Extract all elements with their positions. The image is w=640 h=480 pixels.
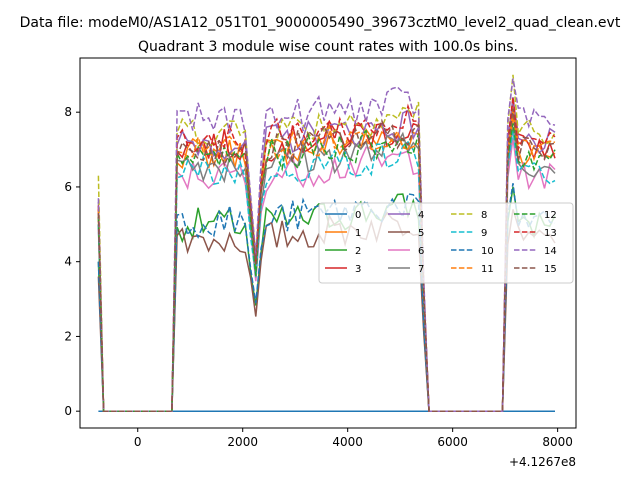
- legend-label-7: 7: [418, 264, 424, 275]
- legend-label-6: 6: [418, 246, 424, 257]
- y-tick-label: 0: [64, 404, 72, 418]
- legend-label-4: 4: [418, 210, 424, 221]
- y-tick-label: 6: [64, 180, 72, 194]
- series-line-13: [97, 97, 556, 412]
- y-tick-label: 2: [64, 329, 72, 343]
- legend-box: [318, 202, 574, 284]
- legend-label-14: 14: [544, 246, 557, 257]
- legend-label-0: 0: [355, 210, 361, 221]
- legend-label-8: 8: [481, 210, 487, 221]
- chart-title: Quadrant 3 module wise count rates with …: [138, 39, 518, 55]
- x-tick-label: 8000: [542, 435, 573, 449]
- legend-label-3: 3: [355, 264, 361, 275]
- y-tick-label: 8: [64, 105, 72, 119]
- legend-label-15: 15: [544, 264, 557, 275]
- legend-label-11: 11: [481, 264, 494, 275]
- y-axis: 0 2 4 6 8: [64, 105, 80, 418]
- legend-label-10: 10: [481, 246, 494, 257]
- x-tick-label: 4000: [332, 435, 363, 449]
- series-line-14: [97, 78, 556, 412]
- y-tick-label: 4: [64, 255, 72, 269]
- x-axis: 0 2000 4000 6000 8000: [134, 428, 573, 449]
- legend-label-13: 13: [544, 228, 557, 239]
- x-tick-label: 0: [134, 435, 142, 449]
- legend-label-5: 5: [418, 228, 424, 239]
- figure-suptitle: Data file: modeM0/AS1A12_051T01_90000054…: [20, 15, 621, 31]
- legend-label-9: 9: [481, 228, 487, 239]
- axes-frame: [79, 57, 577, 429]
- x-offset-label: +4.1267e8: [509, 455, 576, 469]
- legend-label-12: 12: [544, 210, 557, 221]
- x-tick-label: 2000: [227, 435, 258, 449]
- x-tick-label: 6000: [437, 435, 468, 449]
- legend-label-1: 1: [355, 228, 361, 239]
- series-line-15: [97, 108, 556, 412]
- legend-label-2: 2: [355, 246, 361, 257]
